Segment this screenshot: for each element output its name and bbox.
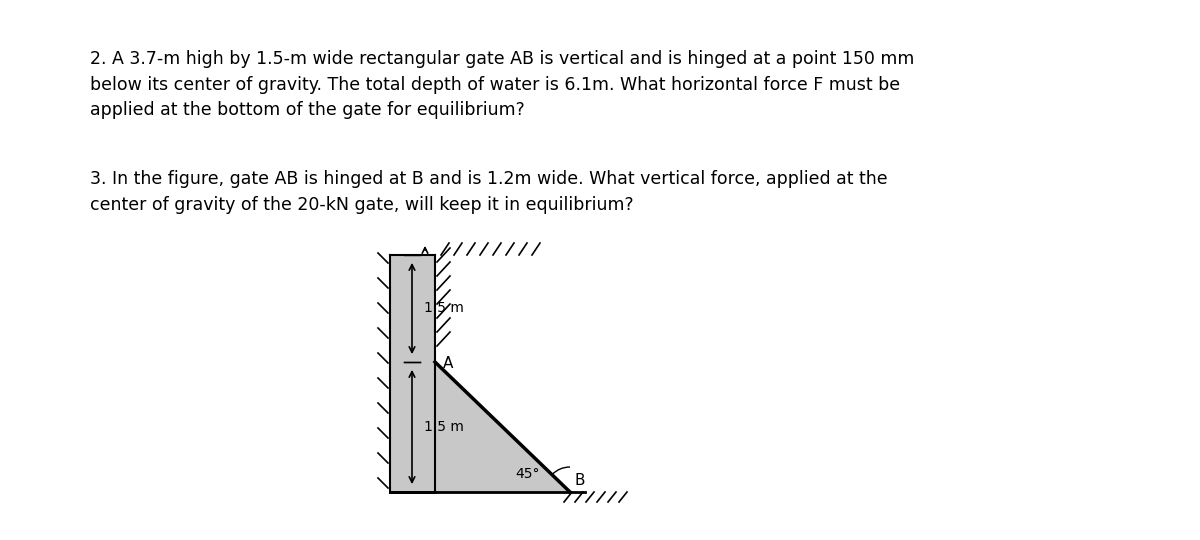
Polygon shape bbox=[390, 255, 436, 492]
Text: 3. In the figure, gate AB is hinged at B and is 1.2m wide. What vertical force, : 3. In the figure, gate AB is hinged at B… bbox=[90, 170, 888, 214]
Text: 1.5 m: 1.5 m bbox=[424, 420, 464, 434]
Text: 45°: 45° bbox=[515, 467, 540, 481]
Text: 2. A 3.7-m high by 1.5-m wide rectangular gate AB is vertical and is hinged at a: 2. A 3.7-m high by 1.5-m wide rectangula… bbox=[90, 50, 914, 119]
Text: A: A bbox=[443, 356, 454, 372]
Text: 1.5 m: 1.5 m bbox=[424, 301, 464, 315]
Polygon shape bbox=[390, 362, 570, 492]
Text: B: B bbox=[574, 473, 584, 488]
